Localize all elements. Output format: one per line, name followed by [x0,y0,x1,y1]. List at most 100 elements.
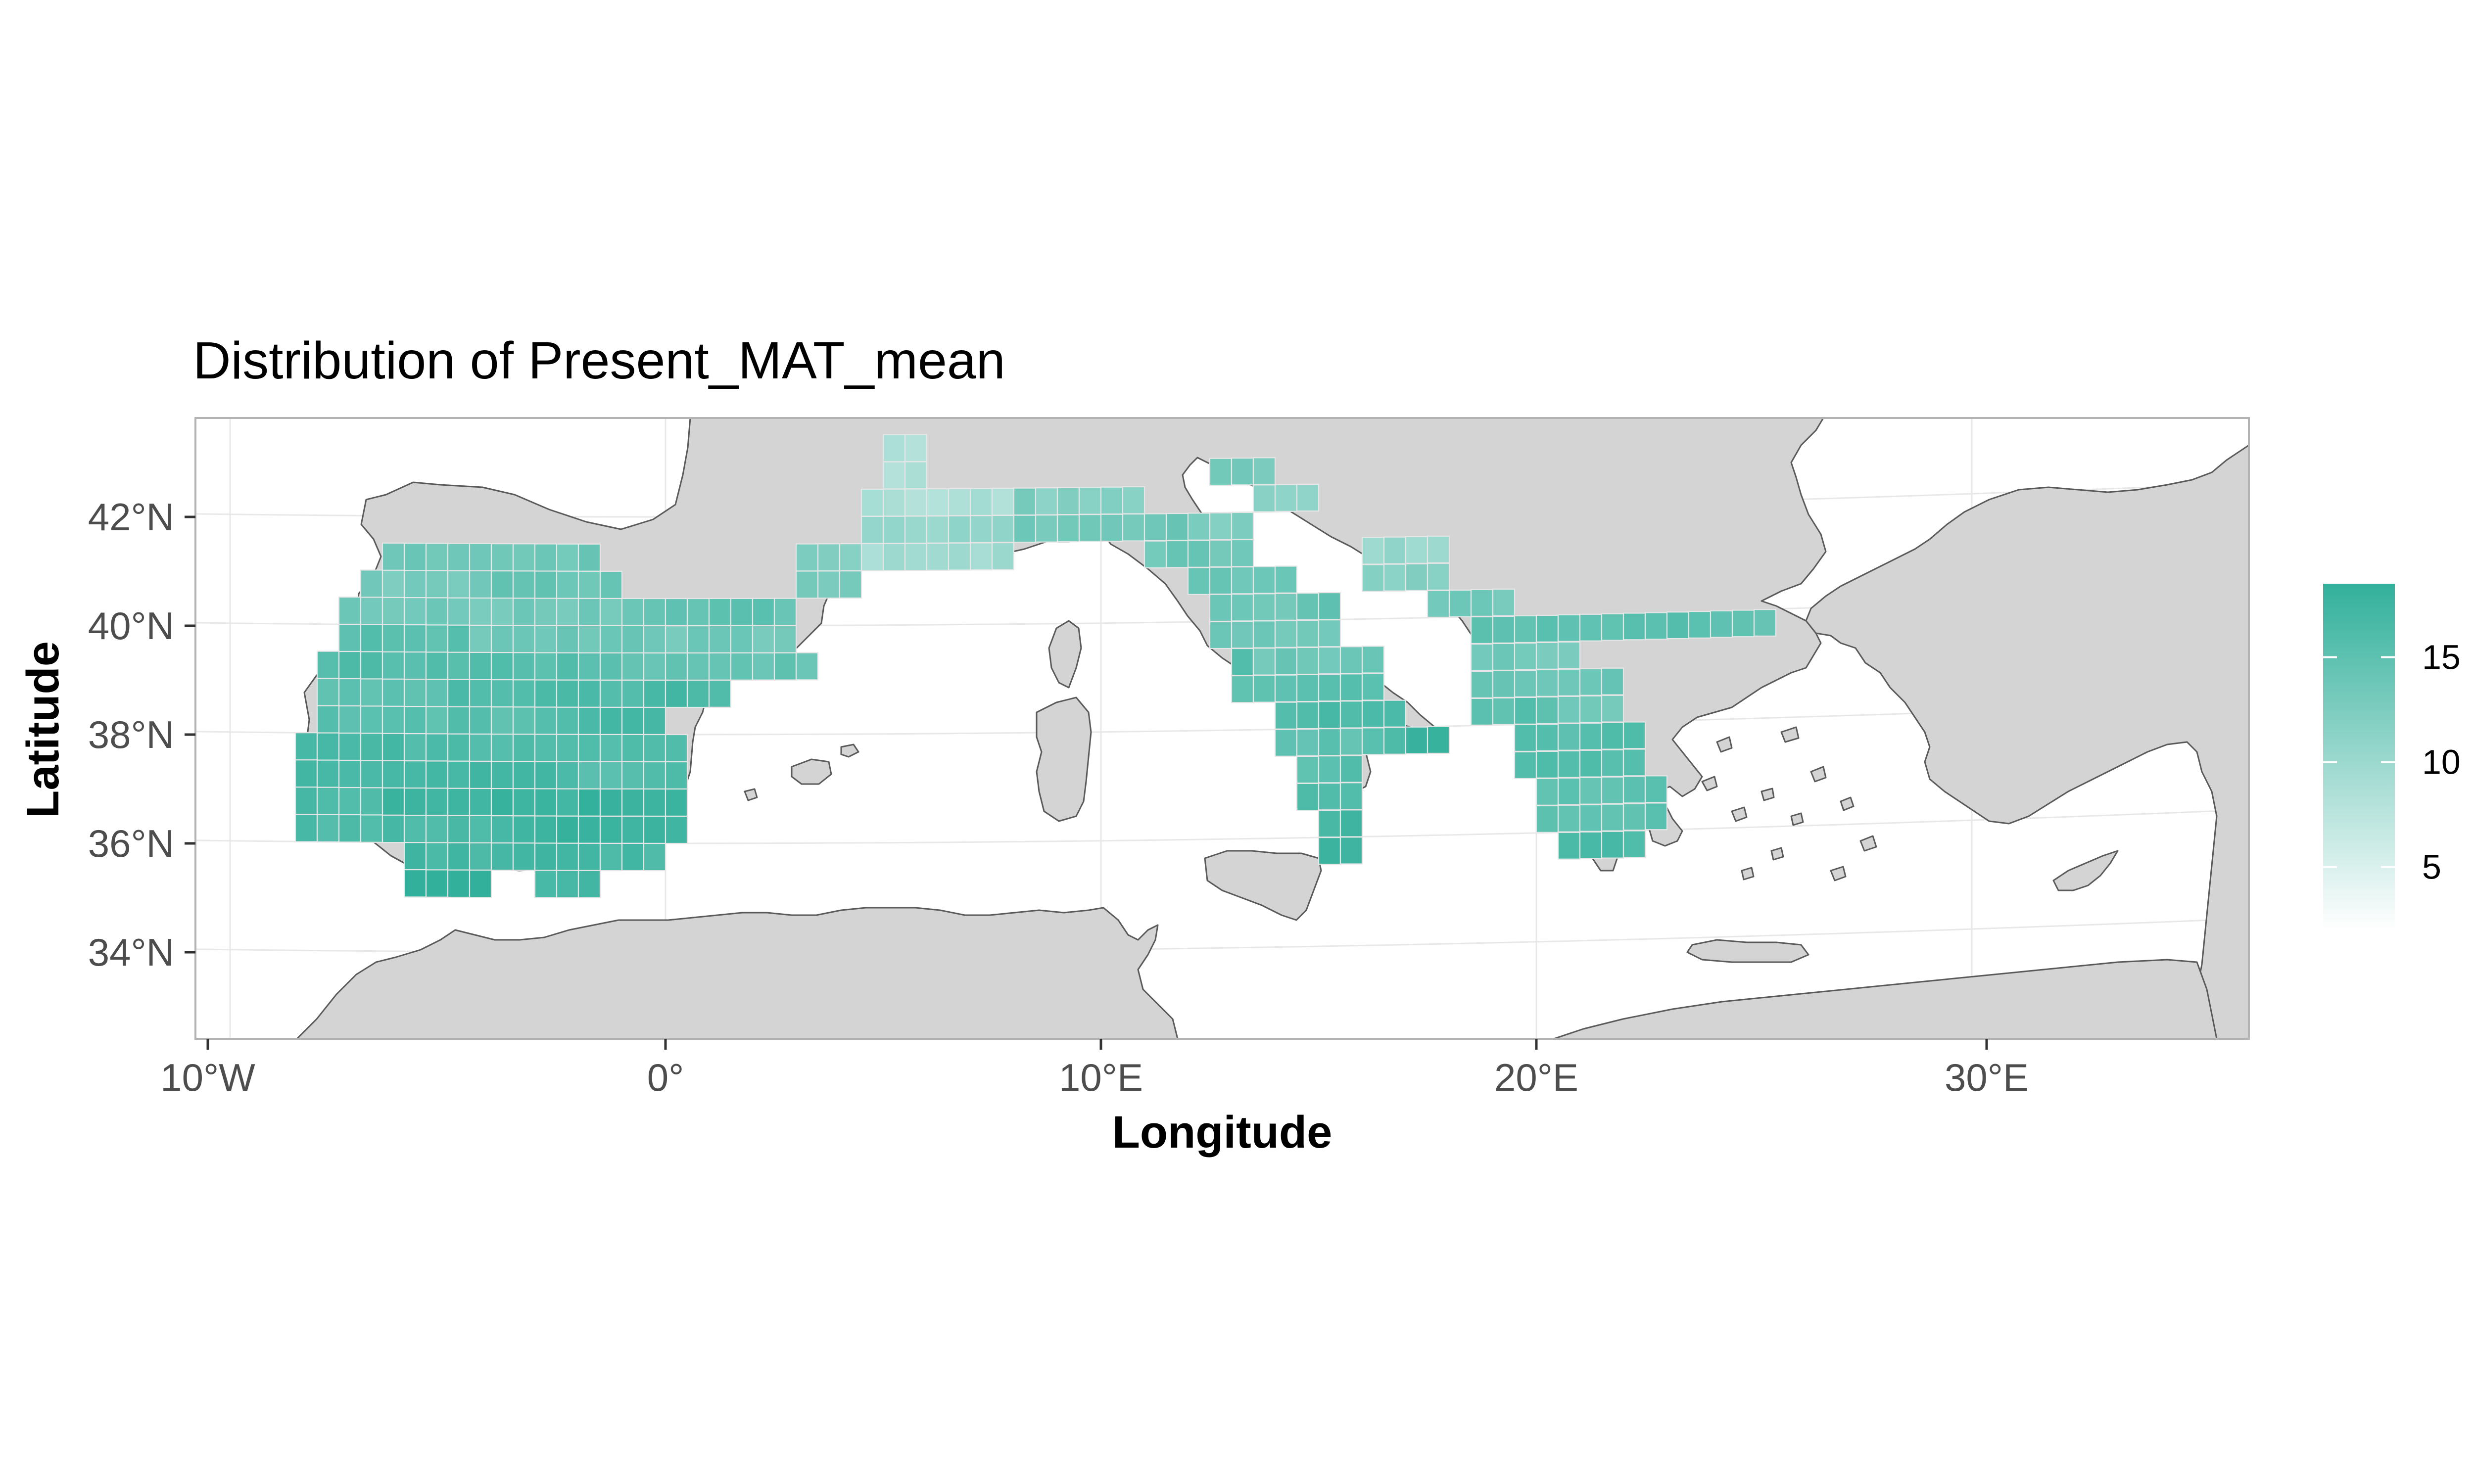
raster-cell [448,734,470,761]
raster-cell [491,571,513,598]
colorbar-tick-label: 5 [2422,848,2441,886]
raster-cell [382,734,404,761]
raster-cell [883,462,905,489]
raster-cell [1297,675,1319,701]
raster-cell [491,598,513,625]
raster-cell [382,543,404,570]
raster-cell [426,815,448,842]
raster-cell [491,680,513,707]
raster-cell [1471,590,1493,616]
raster-cell [1471,644,1493,671]
raster-cell [404,788,426,815]
raster-cell [1493,616,1515,643]
raster-cell [1166,513,1188,540]
raster-cell [361,706,382,733]
raster-cell [883,516,905,544]
raster-cell [1471,698,1493,725]
raster-cell [382,598,404,625]
raster-cell [1493,644,1515,670]
raster-cell [1340,701,1362,728]
raster-cell [1057,488,1079,514]
raster-cell [644,735,666,762]
raster-cell [1144,541,1166,568]
raster-cell [905,489,927,516]
raster-cell [513,652,535,680]
raster-cell [818,544,840,571]
raster-cell [1711,611,1732,638]
map-panel [56,259,2407,1170]
raster-cell [339,733,361,760]
raster-cell [1036,515,1057,542]
raster-cell [1580,669,1602,696]
raster-cell [1232,567,1253,594]
raster-cell [905,543,927,570]
raster-cell [578,680,600,707]
raster-cell [1232,458,1253,485]
raster-cell [1536,615,1558,642]
raster-cell [557,816,578,843]
raster-cell [470,625,491,652]
raster-cell [622,735,644,762]
raster-cell [731,599,753,626]
raster-cell [796,653,818,680]
raster-cell [1340,728,1362,755]
y-tick-label: 38°N [88,713,174,756]
raster-cell [361,651,382,679]
raster-cell [491,734,513,761]
raster-cell [1275,675,1297,702]
raster-cell [1340,837,1362,864]
raster-cell [1362,564,1384,591]
raster-cell [317,760,339,788]
y-tick-label: 34°N [88,930,174,974]
raster-cell [448,788,470,816]
raster-cell [578,653,600,680]
raster-cell [404,570,426,598]
raster-cell [513,734,535,761]
raster-cell [1319,701,1340,728]
raster-cell [949,489,970,516]
raster-cell [1210,595,1232,621]
raster-cell [295,814,317,841]
raster-cell [535,571,557,599]
raster-cell [861,516,883,544]
raster-cell [535,816,557,843]
raster-cell [426,679,448,706]
raster-cell [535,653,557,680]
raster-cell [1493,589,1515,616]
raster-cell [535,871,557,898]
raster-cell [404,734,426,761]
raster-cell [513,544,535,571]
raster-cell [1427,536,1449,563]
raster-cell [1253,566,1275,593]
raster-cell [1362,673,1384,700]
raster-cell [1275,730,1297,756]
raster-cell [426,842,448,870]
raster-cell [1232,621,1253,648]
raster-cell [578,871,600,898]
raster-cell [1558,751,1580,778]
raster-cell [448,652,470,680]
raster-cell [557,626,578,653]
raster-cell [1123,514,1144,541]
raster-cell [992,488,1014,515]
raster-cell [1580,750,1602,777]
raster-cell [317,706,339,733]
raster-cell [339,597,361,624]
raster-cell [470,680,491,707]
raster-cell [339,706,361,733]
raster-cell [382,652,404,679]
raster-cell [1275,566,1297,593]
raster-cell [1297,784,1319,810]
raster-cell [600,599,622,626]
raster-cell [840,571,861,598]
raster-cell [666,626,687,653]
raster-cell [1362,646,1384,673]
land-sardinia [1037,697,1091,821]
raster-cell [644,707,666,735]
raster-cell [1188,567,1210,594]
raster-cell [1427,727,1449,753]
raster-cell [491,652,513,680]
raster-cell [470,571,491,598]
raster-cell [687,653,709,680]
raster-cell [1645,776,1667,802]
